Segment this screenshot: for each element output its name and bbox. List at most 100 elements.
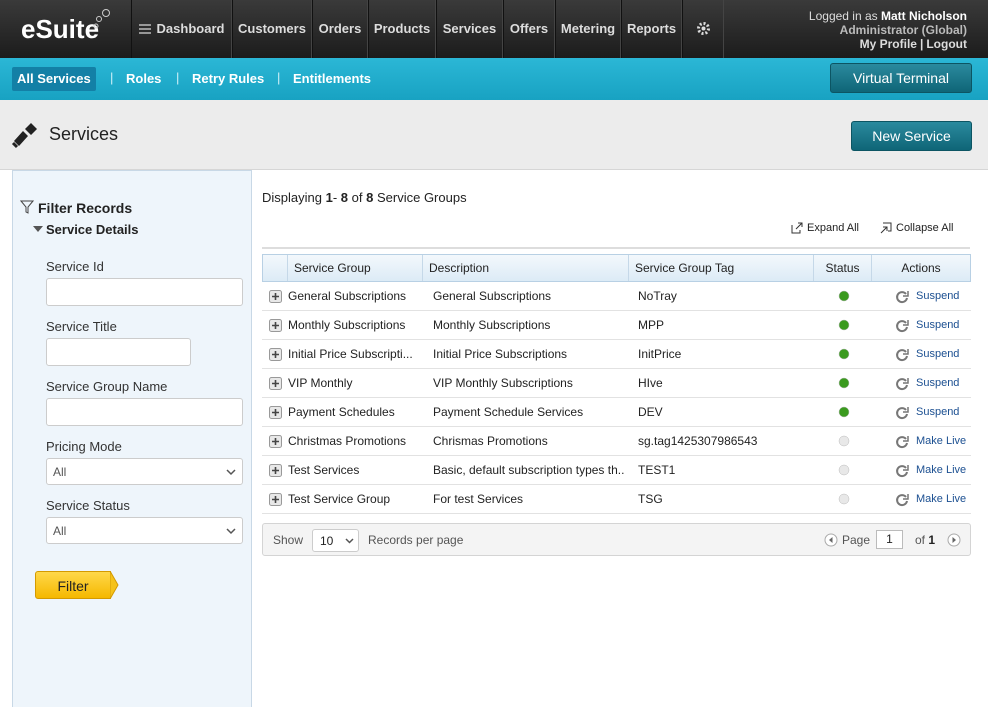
action-icon xyxy=(896,465,909,478)
action-link[interactable]: Suspend xyxy=(916,348,960,360)
nav-item[interactable]: Services xyxy=(436,0,503,58)
my-profile-link[interactable]: My Profile xyxy=(859,37,917,51)
status-dot xyxy=(838,348,850,360)
action-link[interactable]: Suspend xyxy=(916,290,960,302)
expand-all-link[interactable]: Expand All xyxy=(807,222,859,234)
column-header: Service Group Tag xyxy=(628,255,813,281)
field-label: Service Group Name xyxy=(46,379,168,394)
action-link[interactable]: Make Live xyxy=(916,464,967,476)
field-label: Service Status xyxy=(46,498,130,513)
action-link[interactable]: Suspend xyxy=(916,319,960,331)
subnav-tab[interactable]: All Services xyxy=(12,67,96,91)
chevron xyxy=(226,469,236,476)
action-icon xyxy=(896,494,909,507)
column-header: Service Group xyxy=(287,255,422,281)
text-input[interactable] xyxy=(46,338,191,366)
nav-item[interactable]: Metering xyxy=(555,0,621,58)
action-link[interactable]: Suspend xyxy=(916,377,960,389)
expand-row-icon xyxy=(269,435,282,448)
tag: NoTray xyxy=(638,289,677,303)
filter-button-arrow xyxy=(110,571,119,599)
section-title: Service Details xyxy=(46,222,139,237)
expand-row-icon xyxy=(269,348,282,361)
page-label: Page xyxy=(842,533,871,547)
service-group: Initial Price Subscripti... xyxy=(288,347,413,361)
status-dot xyxy=(838,377,850,389)
nav-item[interactable]: Reports xyxy=(621,0,682,58)
field-label: Service Title xyxy=(46,319,117,334)
collapse-all-link[interactable]: Collapse All xyxy=(896,222,954,234)
expand-row-icon xyxy=(269,377,282,390)
summary-total: 8 xyxy=(366,190,374,205)
pager-show: Show xyxy=(273,533,304,547)
title-bar xyxy=(0,100,988,170)
column-header: Status xyxy=(813,255,871,281)
tag: HIve xyxy=(638,376,663,390)
subnav-tab[interactable]: Entitlements xyxy=(293,71,372,86)
select[interactable]: All xyxy=(46,517,243,544)
summary: Displaying 1- 8 of 8 Service Groups xyxy=(262,190,467,205)
filter-button[interactable]: Filter xyxy=(35,571,111,599)
expand-icon xyxy=(791,222,803,234)
subnav-tab[interactable]: Retry Rules xyxy=(192,71,265,86)
per-page-value: 10 xyxy=(320,534,334,548)
row xyxy=(262,485,971,514)
tag: MPP xyxy=(638,318,665,332)
page-of: of 1 xyxy=(915,533,935,547)
nav-item[interactable]: Customers xyxy=(232,0,312,58)
prev-page[interactable] xyxy=(824,533,838,547)
new-service-button[interactable]: New Service xyxy=(851,121,972,151)
settings-item[interactable] xyxy=(682,0,724,58)
tab-separator: | xyxy=(176,70,180,85)
status-dot xyxy=(838,406,850,418)
description: General Subscriptions xyxy=(433,289,552,303)
logo-area: eSuite xyxy=(0,0,130,58)
nav-item[interactable]: Products xyxy=(368,0,436,58)
status-dot xyxy=(838,435,850,447)
select[interactable]: All xyxy=(46,458,243,485)
summary-prefix: Displaying xyxy=(262,190,322,205)
tag: sg.tag1425307986543 xyxy=(638,434,758,448)
row xyxy=(262,340,971,369)
nav-item[interactable]: Orders xyxy=(312,0,368,58)
action-icon xyxy=(896,378,909,391)
action-icon xyxy=(896,407,909,420)
action-link[interactable]: Make Live xyxy=(916,435,967,447)
status-dot xyxy=(838,464,850,476)
nav-item[interactable]: Offers xyxy=(503,0,555,58)
page-count: 1 xyxy=(928,533,936,547)
row xyxy=(262,311,971,340)
description: Initial Price Subscriptions xyxy=(433,347,568,361)
next-page[interactable] xyxy=(947,533,961,547)
description: Monthly Subscriptions xyxy=(433,318,551,332)
logo: eSuite xyxy=(21,14,100,44)
description: Chrismas Promotions xyxy=(433,434,548,448)
description: Basic, default subscription types th... xyxy=(433,463,625,477)
user-role: Administrator (Global) xyxy=(839,23,967,37)
service-group: Christmas Promotions xyxy=(288,434,407,448)
tag: DEV xyxy=(638,405,663,419)
row xyxy=(262,456,971,485)
service-group: Payment Schedules xyxy=(288,405,395,419)
service-group: VIP Monthly xyxy=(288,376,353,390)
of-text: of xyxy=(915,533,926,547)
virtual-terminal-button[interactable]: Virtual Terminal xyxy=(830,63,972,93)
text-input[interactable] xyxy=(46,278,243,306)
action-link[interactable]: Make Live xyxy=(916,493,967,505)
description: Payment Schedule Services xyxy=(433,405,584,419)
subnav-tab[interactable]: Roles xyxy=(126,71,162,86)
column-header: Actions xyxy=(871,255,970,281)
logged-in-as: Logged in as xyxy=(808,9,878,23)
status-dot xyxy=(838,493,850,505)
logo-icon xyxy=(93,9,110,29)
chevron xyxy=(345,538,354,544)
logout-link[interactable]: Logout xyxy=(926,37,967,51)
text-input[interactable] xyxy=(46,398,243,426)
action-link[interactable]: Suspend xyxy=(916,406,960,418)
per-page-select[interactable]: 10 xyxy=(312,529,359,552)
column-header: Description xyxy=(422,255,628,281)
expand-row-icon xyxy=(269,319,282,332)
nav-item[interactable]: Dashboard xyxy=(131,0,232,58)
page-input[interactable]: 1 xyxy=(876,530,903,549)
